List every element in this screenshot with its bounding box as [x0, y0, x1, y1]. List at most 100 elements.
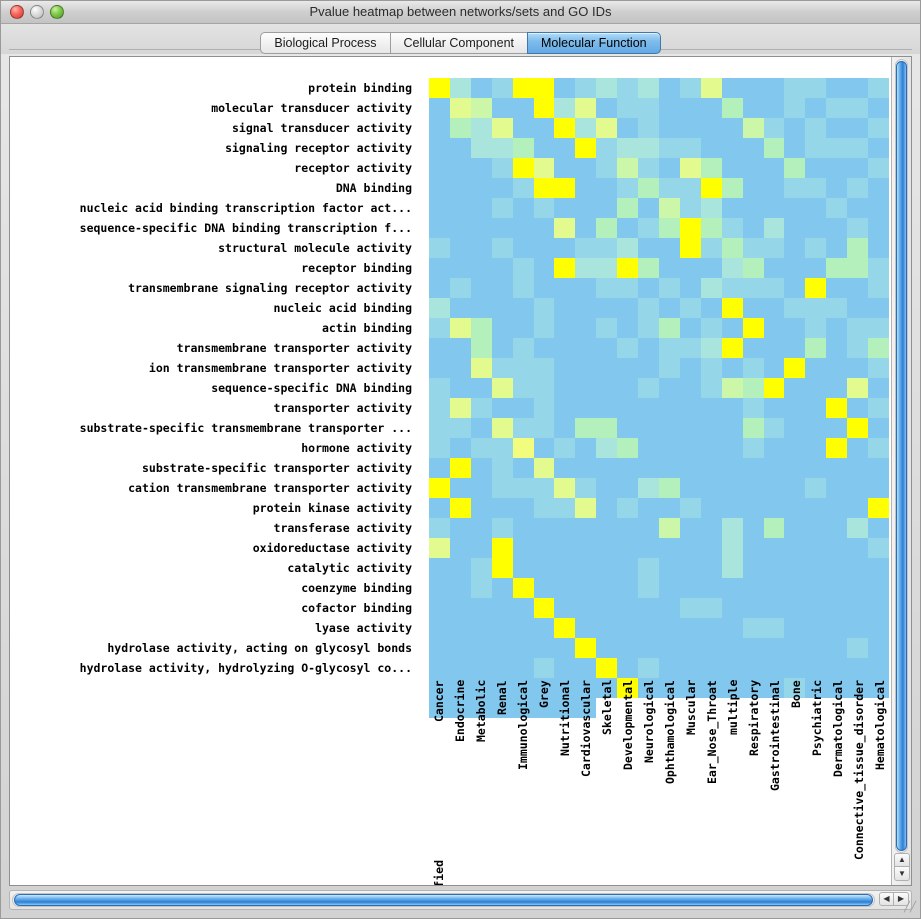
heatmap-cell[interactable]: [491, 538, 513, 558]
heatmap-cell[interactable]: [805, 558, 827, 578]
heatmap-cell[interactable]: [700, 78, 722, 98]
heatmap-cell[interactable]: [679, 318, 701, 338]
heatmap-cell[interactable]: [742, 598, 764, 618]
heatmap-cell[interactable]: [596, 498, 618, 518]
heatmap-cell[interactable]: [512, 698, 534, 718]
heatmap-cell[interactable]: [449, 438, 471, 458]
heatmap-cell[interactable]: [429, 258, 450, 278]
heatmap-cell[interactable]: [742, 558, 764, 578]
heatmap-cell[interactable]: [638, 198, 659, 218]
heatmap-cell[interactable]: [575, 158, 597, 178]
heatmap-cell[interactable]: [826, 338, 848, 358]
heatmap-cell[interactable]: [429, 698, 450, 718]
heatmap-cell[interactable]: [596, 98, 618, 118]
heatmap-cell[interactable]: [617, 438, 639, 458]
heatmap-cell[interactable]: [658, 498, 680, 518]
heatmap-cell[interactable]: [742, 78, 764, 98]
heatmap-cell[interactable]: [742, 138, 764, 158]
heatmap-cell[interactable]: [784, 618, 806, 638]
heatmap-cell[interactable]: [575, 618, 597, 638]
heatmap-cell[interactable]: [721, 258, 743, 278]
heatmap-cell[interactable]: [679, 478, 701, 498]
heatmap-cell[interactable]: [429, 118, 450, 138]
heatmap-cell[interactable]: [554, 558, 576, 578]
heatmap-cell[interactable]: [805, 678, 827, 698]
heatmap-cell[interactable]: [847, 198, 869, 218]
heatmap-cell[interactable]: [638, 298, 659, 318]
heatmap-cell[interactable]: [847, 458, 869, 478]
heatmap-cell[interactable]: [449, 638, 471, 658]
heatmap-cell[interactable]: [721, 118, 743, 138]
heatmap-cell[interactable]: [847, 638, 869, 658]
heatmap-cell[interactable]: [700, 678, 722, 698]
heatmap-cell[interactable]: [554, 458, 576, 478]
heatmap-cell[interactable]: [721, 478, 743, 498]
heatmap-cell[interactable]: [429, 278, 450, 298]
heatmap-cell[interactable]: [638, 658, 659, 678]
heatmap-cell[interactable]: [554, 418, 576, 438]
heatmap-cell[interactable]: [512, 378, 534, 398]
heatmap-cell[interactable]: [658, 278, 680, 298]
heatmap-cell[interactable]: [491, 518, 513, 538]
heatmap-cell[interactable]: [658, 138, 680, 158]
heatmap-cell[interactable]: [491, 578, 513, 598]
heatmap-cell[interactable]: [721, 678, 743, 698]
heatmap-cell[interactable]: [658, 298, 680, 318]
vertical-scrollbar[interactable]: ▲ ▼: [891, 57, 911, 885]
heatmap-cell[interactable]: [512, 578, 534, 598]
heatmap-cell[interactable]: [805, 238, 827, 258]
heatmap-cell[interactable]: [533, 598, 555, 618]
heatmap-cell[interactable]: [784, 398, 806, 418]
heatmap-cell[interactable]: [721, 538, 743, 558]
heatmap-cell[interactable]: [638, 578, 659, 598]
heatmap-cell[interactable]: [449, 538, 471, 558]
heatmap-cell[interactable]: [429, 678, 450, 698]
heatmap-cell[interactable]: [700, 478, 722, 498]
heatmap-cell[interactable]: [491, 618, 513, 638]
heatmap-cell[interactable]: [575, 518, 597, 538]
resize-grip-icon[interactable]: ╱╱: [904, 902, 917, 913]
heatmap-cell[interactable]: [700, 98, 722, 118]
heatmap-cell[interactable]: [512, 398, 534, 418]
heatmap-cell[interactable]: [700, 378, 722, 398]
heatmap-cell[interactable]: [721, 278, 743, 298]
heatmap-cell[interactable]: [826, 198, 848, 218]
heatmap-cell[interactable]: [679, 678, 701, 698]
heatmap-cell[interactable]: [470, 478, 492, 498]
heatmap-cell[interactable]: [868, 458, 889, 478]
heatmap-cell[interactable]: [658, 158, 680, 178]
heatmap-cell[interactable]: [429, 158, 450, 178]
heatmap-cell[interactable]: [868, 158, 889, 178]
heatmap-cell[interactable]: [533, 518, 555, 538]
heatmap-cell[interactable]: [491, 318, 513, 338]
heatmap-cell[interactable]: [470, 398, 492, 418]
heatmap-cell[interactable]: [575, 418, 597, 438]
heatmap-cell[interactable]: [596, 598, 618, 618]
heatmap-cell[interactable]: [449, 598, 471, 618]
heatmap-cell[interactable]: [742, 518, 764, 538]
heatmap-cell[interactable]: [554, 298, 576, 318]
heatmap-cell[interactable]: [658, 78, 680, 98]
heatmap-cell[interactable]: [763, 358, 785, 378]
heatmap-cell[interactable]: [805, 618, 827, 638]
heatmap-cell[interactable]: [554, 238, 576, 258]
heatmap-cell[interactable]: [617, 678, 639, 698]
heatmap-cell[interactable]: [470, 438, 492, 458]
heatmap-cell[interactable]: [596, 398, 618, 418]
heatmap-cell[interactable]: [679, 198, 701, 218]
heatmap-cell[interactable]: [805, 98, 827, 118]
heatmap-cell[interactable]: [533, 198, 555, 218]
heatmap-cell[interactable]: [847, 298, 869, 318]
heatmap-cell[interactable]: [449, 358, 471, 378]
heatmap-cell[interactable]: [721, 638, 743, 658]
heatmap-cell[interactable]: [784, 478, 806, 498]
heatmap-cell[interactable]: [784, 78, 806, 98]
heatmap-cell[interactable]: [868, 278, 889, 298]
heatmap-cell[interactable]: [679, 118, 701, 138]
heatmap-cell[interactable]: [763, 178, 785, 198]
heatmap-cell[interactable]: [575, 598, 597, 618]
heatmap-cell[interactable]: [470, 638, 492, 658]
heatmap-cell[interactable]: [491, 98, 513, 118]
heatmap-cell[interactable]: [763, 318, 785, 338]
heatmap-cell[interactable]: [554, 578, 576, 598]
